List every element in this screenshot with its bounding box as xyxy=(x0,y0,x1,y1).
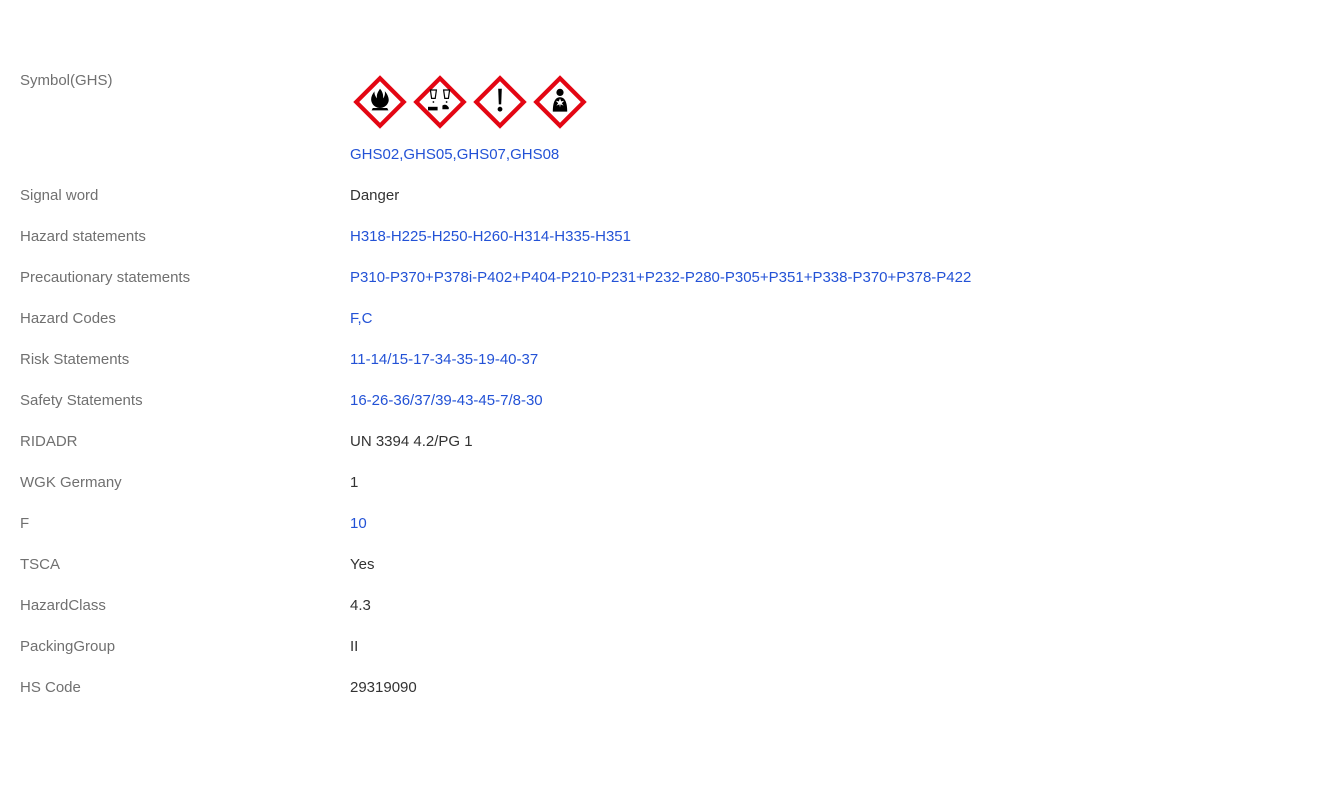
ghs02-icon xyxy=(350,72,410,132)
safety-data-table: Symbol(GHS) xyxy=(20,60,1297,708)
row-value: II xyxy=(350,626,1297,667)
table-row: RIDADRUN 3394 4.2/PG 1 xyxy=(20,421,1297,462)
row-label: Safety Statements xyxy=(20,380,350,421)
ghs-codes-link[interactable]: GHS02,GHS05,GHS07,GHS08 xyxy=(350,146,1297,163)
row-label: Risk Statements xyxy=(20,339,350,380)
row-label: Hazard Codes xyxy=(20,298,350,339)
value-text: Danger xyxy=(350,187,399,204)
row-value: Yes xyxy=(350,544,1297,585)
table-row: Risk Statements11-14/15-17-34-35-19-40-3… xyxy=(20,339,1297,380)
row-value: 1 xyxy=(350,462,1297,503)
table-row: TSCAYes xyxy=(20,544,1297,585)
row-label: RIDADR xyxy=(20,421,350,462)
row-label: PackingGroup xyxy=(20,626,350,667)
table-row: WGK Germany1 xyxy=(20,462,1297,503)
value-link[interactable]: P310-P370+P378i-P402+P404-P210-P231+P232… xyxy=(350,269,971,286)
row-label: F xyxy=(20,503,350,544)
row-label: Hazard statements xyxy=(20,216,350,257)
table-row: PackingGroupII xyxy=(20,626,1297,667)
value-text: Yes xyxy=(350,556,374,573)
row-value: Danger xyxy=(350,175,1297,216)
row-label: Precautionary statements xyxy=(20,257,350,298)
row-value: 29319090 xyxy=(350,667,1297,708)
table-row: HS Code29319090 xyxy=(20,667,1297,708)
row-value: 11-14/15-17-34-35-19-40-37 xyxy=(350,339,1297,380)
value-text: UN 3394 4.2/PG 1 xyxy=(350,433,473,450)
table-row: Precautionary statementsP310-P370+P378i-… xyxy=(20,257,1297,298)
value-text: 29319090 xyxy=(350,679,417,696)
value-text: 1 xyxy=(350,474,358,491)
value-link[interactable]: 11-14/15-17-34-35-19-40-37 xyxy=(350,351,538,368)
row-value: H318-H225-H250-H260-H314-H335-H351 xyxy=(350,216,1297,257)
value-link[interactable]: H318-H225-H250-H260-H314-H335-H351 xyxy=(350,228,631,245)
value-link[interactable]: F,C xyxy=(350,310,373,327)
ghs-pictograms xyxy=(350,72,1297,132)
row-value: 16-26-36/37/39-43-45-7/8-30 xyxy=(350,380,1297,421)
table-row: Signal wordDanger xyxy=(20,175,1297,216)
row-label: Signal word xyxy=(20,175,350,216)
ghs05-icon xyxy=(410,72,470,132)
table-row: Safety Statements16-26-36/37/39-43-45-7/… xyxy=(20,380,1297,421)
ghs07-icon xyxy=(470,72,530,132)
row-value: GHS02,GHS05,GHS07,GHS08 xyxy=(350,60,1297,175)
row-label: TSCA xyxy=(20,544,350,585)
table-row: Hazard CodesF,C xyxy=(20,298,1297,339)
table-row: Hazard statementsH318-H225-H250-H260-H31… xyxy=(20,216,1297,257)
row-label: HS Code xyxy=(20,667,350,708)
row-label: HazardClass xyxy=(20,585,350,626)
row-value: 10 xyxy=(350,503,1297,544)
table-row: HazardClass4.3 xyxy=(20,585,1297,626)
value-link[interactable]: 16-26-36/37/39-43-45-7/8-30 xyxy=(350,392,543,409)
row-label: WGK Germany xyxy=(20,462,350,503)
table-row: F10 xyxy=(20,503,1297,544)
row-label: Symbol(GHS) xyxy=(20,60,350,175)
row-value: P310-P370+P378i-P402+P404-P210-P231+P232… xyxy=(350,257,1297,298)
row-value: 4.3 xyxy=(350,585,1297,626)
value-link[interactable]: 10 xyxy=(350,515,367,532)
value-text: II xyxy=(350,638,358,655)
ghs08-icon xyxy=(530,72,590,132)
value-text: 4.3 xyxy=(350,597,371,614)
table-row: Symbol(GHS) xyxy=(20,60,1297,175)
row-value: UN 3394 4.2/PG 1 xyxy=(350,421,1297,462)
row-value: F,C xyxy=(350,298,1297,339)
